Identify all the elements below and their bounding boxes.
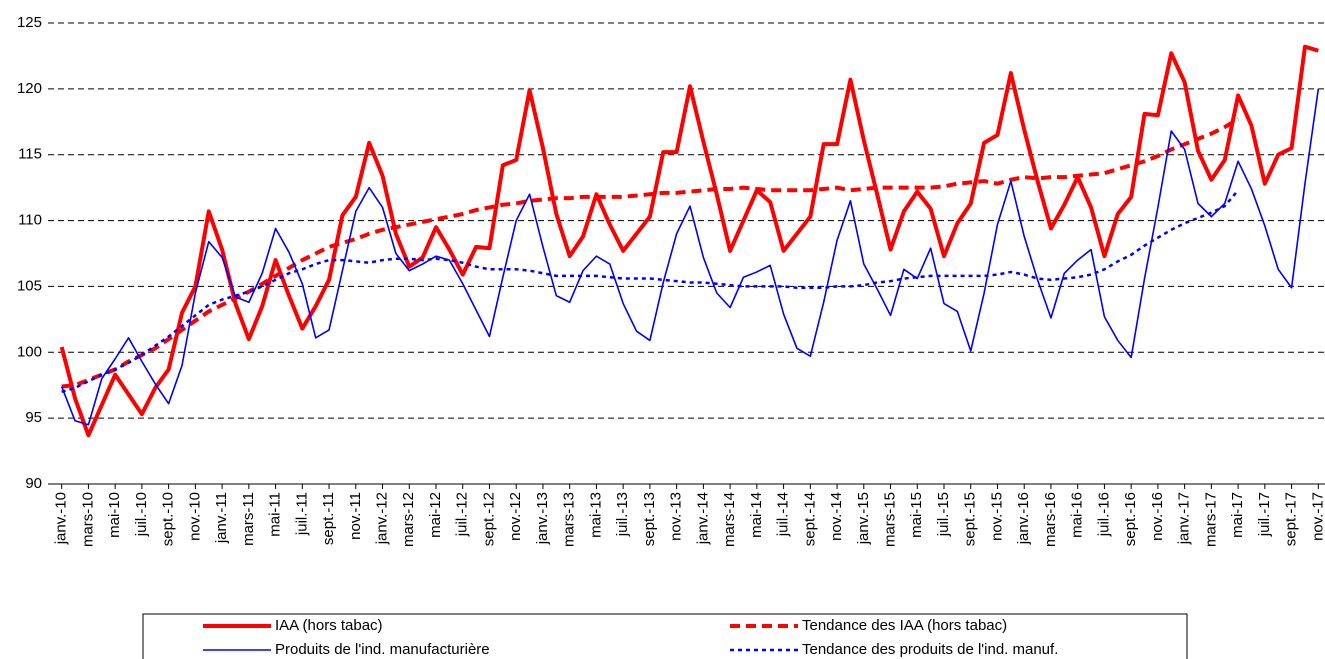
x-tick-label: sept.-17 xyxy=(1283,492,1300,546)
y-tick-label: 90 xyxy=(25,475,42,492)
x-tick-label: mai-14 xyxy=(748,492,765,538)
y-tick-label: 105 xyxy=(17,277,42,294)
x-tick-label: juil.-12 xyxy=(454,492,471,537)
x-tick-label: sept.-10 xyxy=(160,492,177,546)
x-tick-label: juil.-15 xyxy=(935,492,952,537)
x-tick-label: nov.-17 xyxy=(1309,492,1325,541)
x-tick-label: nov.-13 xyxy=(668,492,685,541)
x-tick-label: nov.-16 xyxy=(1149,492,1166,541)
x-tick-label: nov.-15 xyxy=(988,492,1005,541)
x-tick-label: juil.-10 xyxy=(133,492,150,537)
x-tick-label: sept.-16 xyxy=(1122,492,1139,546)
x-tick-label: mars-13 xyxy=(561,492,578,547)
x-tick-label: mai-16 xyxy=(1069,492,1086,538)
x-tick-label: sept.-12 xyxy=(480,492,497,546)
series-line xyxy=(59,44,1319,438)
x-tick-label: juil.-16 xyxy=(1095,492,1112,537)
legend-label: Tendance des IAA (hors tabac) xyxy=(802,617,1007,634)
x-tick-label: nov.-10 xyxy=(186,492,203,541)
x-tick-label: mai-17 xyxy=(1229,492,1246,538)
x-tick-label: mai-13 xyxy=(587,492,604,538)
x-tick-label: juil.-13 xyxy=(614,492,631,537)
x-tick-label: sept.-13 xyxy=(641,492,658,546)
x-tick-label: mai-12 xyxy=(427,492,444,538)
legend-label: Produits de l'ind. manufacturière xyxy=(275,641,490,658)
y-tick-label: 100 xyxy=(17,343,42,360)
x-tick-label: janv.-11 xyxy=(213,492,230,544)
x-tick-label: janv.-12 xyxy=(373,492,390,545)
x-tick-label: nov.-12 xyxy=(507,492,524,541)
x-tick-label: janv.-16 xyxy=(1015,492,1032,545)
x-tick-label: mars-12 xyxy=(400,492,417,547)
y-tick-label: 125 xyxy=(17,14,42,31)
y-tick-label: 115 xyxy=(18,146,42,163)
x-tick-label: janv.-15 xyxy=(855,492,872,545)
x-tick-label: mars-15 xyxy=(881,492,898,547)
y-tick-label: 120 xyxy=(17,80,42,97)
x-tick-label: mars-17 xyxy=(1202,492,1219,547)
x-tick-label: janv.-17 xyxy=(1176,492,1193,545)
x-tick-label: mars-11 xyxy=(240,492,257,546)
x-tick-label: mars-10 xyxy=(79,492,96,547)
series-line xyxy=(60,88,1320,426)
x-tick-label: janv.-10 xyxy=(53,492,70,545)
y-tick-label: 110 xyxy=(18,212,42,229)
x-tick-label: juil.-17 xyxy=(1256,492,1273,537)
x-tick-label: juil.-11 xyxy=(293,492,310,536)
x-tick-label: sept.-14 xyxy=(801,492,818,546)
x-tick-label: mars-14 xyxy=(721,492,738,547)
x-tick-label: mai-15 xyxy=(908,492,925,538)
x-tick-label: sept.-15 xyxy=(962,492,979,546)
y-tick-label: 95 xyxy=(25,409,42,426)
legend-box xyxy=(142,613,1188,659)
x-tick-label: janv.-13 xyxy=(534,492,551,545)
x-tick-label: mai-10 xyxy=(106,492,123,538)
x-tick-label: nov.-14 xyxy=(828,492,845,541)
x-tick-label: juil.-14 xyxy=(775,492,792,537)
series-line xyxy=(61,117,1240,389)
x-tick-label: sept.-11 xyxy=(320,492,337,545)
x-tick-label: nov.-11 xyxy=(347,492,364,540)
legend-label: IAA (hors tabac) xyxy=(275,617,383,634)
x-tick-label: mars-16 xyxy=(1042,492,1059,547)
series-line xyxy=(61,189,1240,393)
x-tick-label: janv.-14 xyxy=(694,492,711,545)
legend-label: Tendance des produits de l'ind. manuf. xyxy=(802,641,1058,658)
x-tick-label: mai-11 xyxy=(267,492,284,537)
